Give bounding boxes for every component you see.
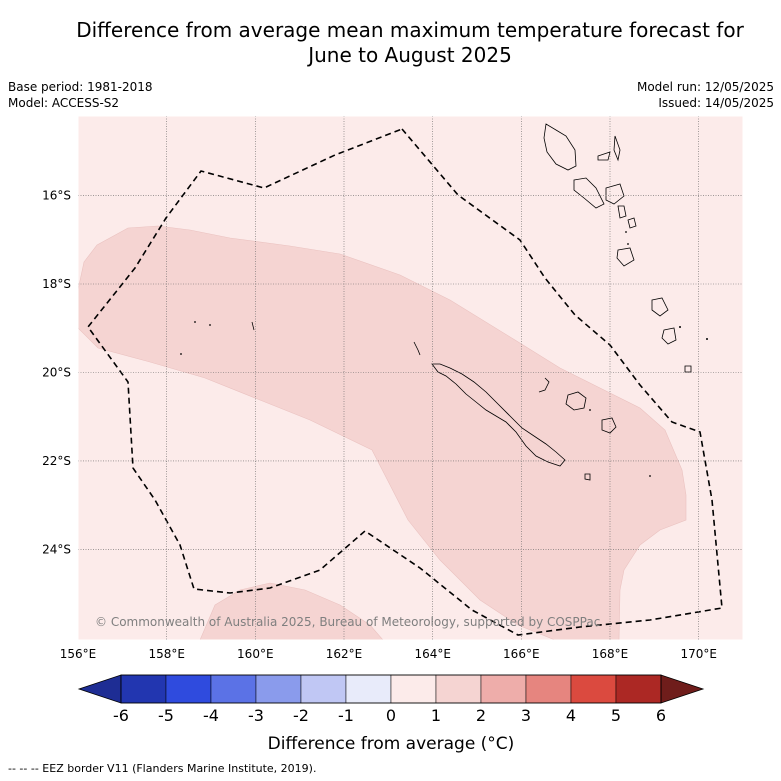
colorbar <box>77 674 705 704</box>
colorbar-tick-label: -5 <box>158 706 174 725</box>
islet-dot <box>649 475 651 477</box>
islet-dot <box>679 326 681 328</box>
ambae-island <box>597 151 611 161</box>
espiritu-santo-island <box>543 123 577 171</box>
islet-dot <box>589 409 591 411</box>
colorbar-segment <box>165 674 212 704</box>
colorbar-labels: -6 -5 -4 -3 -2 -1 0 1 2 3 4 5 6 <box>113 706 666 725</box>
anomaly-1-to-2-region-south <box>199 582 384 640</box>
meta-right: Model run: 12/05/2025 Issued: 14/05/2025 <box>637 79 774 111</box>
new-caledonia-island <box>431 363 566 467</box>
colorbar-extend-low <box>77 674 122 704</box>
lon-tick-label: 156°E <box>60 647 97 661</box>
copyright-text: © Commonwealth of Australia 2025, Bureau… <box>95 615 600 629</box>
latitude-labels: 16°S 18°S 20°S 22°S 24°S <box>42 189 71 557</box>
anomaly-1-to-2-region-main <box>78 225 687 640</box>
colorbar-tick-label: 1 <box>431 706 441 725</box>
coastlines <box>251 123 692 481</box>
colorbar-segment <box>615 674 662 704</box>
colorbar-extend-high <box>660 674 705 704</box>
colorbar-segment <box>300 674 347 704</box>
lon-tick-label: 162°E <box>326 647 363 661</box>
colorbar-segment <box>255 674 302 704</box>
colorbar-tick-label: -2 <box>293 706 309 725</box>
lat-tick-label: 20°S <box>42 366 71 380</box>
lon-tick-label: 168°E <box>592 647 629 661</box>
pentecost-island <box>605 183 625 205</box>
lat-tick-label: 16°S <box>42 189 71 203</box>
colorbar-label: Difference from average (°C) <box>268 734 515 754</box>
colorbar-tick-label: -3 <box>248 706 264 725</box>
model-run-text: Model run: 12/05/2025 <box>636 80 774 94</box>
islet-dot <box>627 243 629 245</box>
lon-tick-label: 160°E <box>237 647 274 661</box>
colorbar-tick-label: -4 <box>203 706 219 725</box>
map-title: Difference from average mean maximum tem… <box>0 18 781 68</box>
lat-tick-label: 22°S <box>42 454 71 468</box>
maewo-island <box>613 135 621 162</box>
meta-left: Base period: 1981-2018 Model: ACCESS-S2 <box>8 79 153 111</box>
map-frame <box>77 115 744 641</box>
colorbar-tick-label: 5 <box>611 706 621 725</box>
aneityum-island <box>684 365 692 373</box>
colorbar-outline <box>120 674 662 704</box>
eez-border <box>86 128 723 636</box>
ouvea-island <box>538 377 550 393</box>
colorbar-tick-label: 2 <box>476 706 486 725</box>
chesterfield-island-a <box>251 321 255 331</box>
gridlines <box>78 116 743 640</box>
colorbar-segment <box>210 674 257 704</box>
colorbar-segment <box>390 674 437 704</box>
lon-tick-label: 166°E <box>503 647 540 661</box>
lon-tick-label: 170°E <box>680 647 717 661</box>
islet-dot <box>625 231 627 233</box>
islet-dot <box>706 338 708 340</box>
mare-island <box>601 417 617 434</box>
base-period-text: Base period: 1981-2018 <box>8 80 153 94</box>
colorbar-tick-label: 0 <box>386 706 396 725</box>
islet-dots <box>180 231 708 477</box>
issued-text: Issued: 14/05/2025 <box>658 96 774 110</box>
shepherd-islands <box>627 217 637 229</box>
islet-dot <box>194 321 196 323</box>
tanna-island <box>661 327 677 345</box>
colorbar-tick-label: 4 <box>566 706 576 725</box>
lifou-island <box>565 391 587 411</box>
malakula-island <box>573 177 605 209</box>
eez-footnote: -- -- -- EEZ border V11 (Flanders Marine… <box>8 762 317 775</box>
model-text: Model: ACCESS-S2 <box>8 96 120 110</box>
title-line-1: Difference from average mean maximum tem… <box>76 18 744 42</box>
lat-tick-label: 18°S <box>42 277 71 291</box>
colorbar-segment <box>480 674 527 704</box>
colorbar-segment <box>435 674 482 704</box>
lat-tick-label: 24°S <box>42 542 71 556</box>
colorbar-segment <box>345 674 392 704</box>
lon-tick-label: 158°E <box>148 647 185 661</box>
longitude-labels: 156°E 158°E 160°E 162°E 164°E 166°E 168°E 170°E <box>60 647 717 661</box>
islet-dot <box>209 324 211 326</box>
walpole-island <box>584 473 591 481</box>
colorbar-segment <box>120 674 167 704</box>
colorbar-segment <box>570 674 617 704</box>
efate-island <box>616 247 635 267</box>
islet-dot <box>180 353 182 355</box>
belep-island <box>413 341 421 356</box>
colorbar-tick-label: -1 <box>338 706 354 725</box>
lon-tick-label: 164°E <box>414 647 451 661</box>
colorbar-tick-label: 6 <box>656 706 666 725</box>
colorbar-tick-label: 3 <box>521 706 531 725</box>
erromango-island <box>651 297 669 317</box>
title-line-2: June to August 2025 <box>308 43 512 67</box>
colorbar-tick-label: -6 <box>113 706 129 725</box>
epi-island <box>617 205 627 219</box>
colorbar-segment <box>525 674 572 704</box>
